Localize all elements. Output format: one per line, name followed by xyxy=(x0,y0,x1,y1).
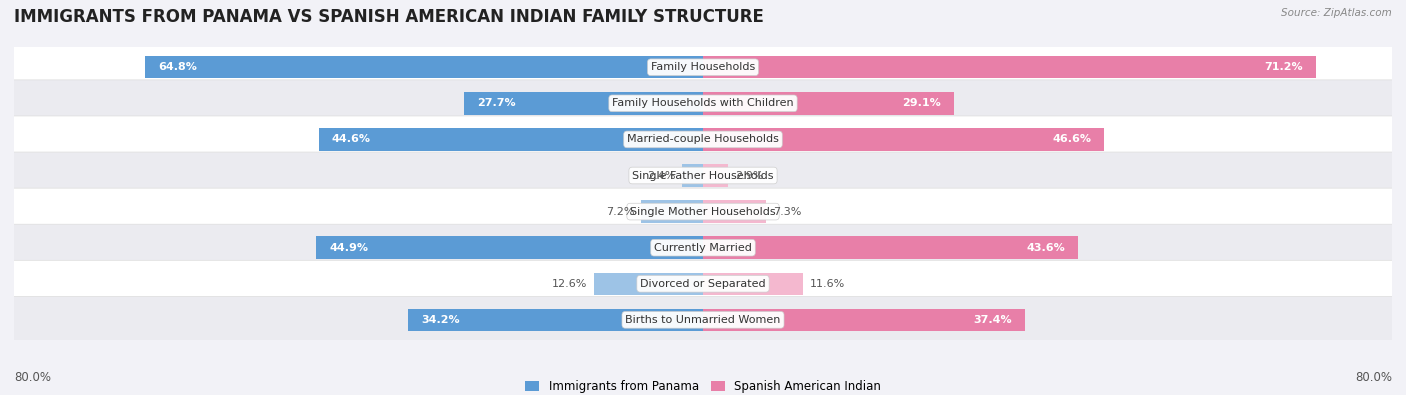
Bar xyxy=(703,237,1078,259)
FancyBboxPatch shape xyxy=(13,80,1393,127)
Text: 44.9%: 44.9% xyxy=(329,243,368,253)
Text: Single Father Households: Single Father Households xyxy=(633,171,773,181)
Text: Married-couple Households: Married-couple Households xyxy=(627,134,779,145)
Text: 7.2%: 7.2% xyxy=(606,207,634,216)
Text: 80.0%: 80.0% xyxy=(14,371,51,384)
Text: 7.3%: 7.3% xyxy=(773,207,801,216)
FancyBboxPatch shape xyxy=(13,152,1393,199)
Text: 44.6%: 44.6% xyxy=(332,134,371,145)
Text: 37.4%: 37.4% xyxy=(973,315,1012,325)
Text: Births to Unmarried Women: Births to Unmarried Women xyxy=(626,315,780,325)
Bar xyxy=(703,128,1104,150)
Bar xyxy=(703,164,728,187)
Text: 80.0%: 80.0% xyxy=(1355,371,1392,384)
FancyBboxPatch shape xyxy=(13,116,1393,163)
Bar xyxy=(703,56,1316,79)
Bar xyxy=(703,308,1025,331)
Bar xyxy=(703,273,803,295)
Bar xyxy=(703,200,766,223)
FancyBboxPatch shape xyxy=(13,224,1393,271)
Text: Currently Married: Currently Married xyxy=(654,243,752,253)
Text: Family Households with Children: Family Households with Children xyxy=(612,98,794,108)
Text: 2.9%: 2.9% xyxy=(735,171,763,181)
Bar xyxy=(464,92,703,115)
FancyBboxPatch shape xyxy=(13,188,1393,235)
Text: 34.2%: 34.2% xyxy=(422,315,460,325)
Text: 12.6%: 12.6% xyxy=(553,279,588,289)
Text: 71.2%: 71.2% xyxy=(1264,62,1303,72)
Bar xyxy=(641,200,703,223)
Bar xyxy=(319,128,703,150)
Text: 43.6%: 43.6% xyxy=(1026,243,1066,253)
Bar xyxy=(595,273,703,295)
Bar xyxy=(409,308,703,331)
Text: 11.6%: 11.6% xyxy=(810,279,845,289)
Text: Divorced or Separated: Divorced or Separated xyxy=(640,279,766,289)
FancyBboxPatch shape xyxy=(13,260,1393,307)
Text: IMMIGRANTS FROM PANAMA VS SPANISH AMERICAN INDIAN FAMILY STRUCTURE: IMMIGRANTS FROM PANAMA VS SPANISH AMERIC… xyxy=(14,8,763,26)
Text: Family Households: Family Households xyxy=(651,62,755,72)
Text: Source: ZipAtlas.com: Source: ZipAtlas.com xyxy=(1281,8,1392,18)
FancyBboxPatch shape xyxy=(13,44,1393,91)
Text: 29.1%: 29.1% xyxy=(901,98,941,108)
Bar xyxy=(703,92,953,115)
Bar xyxy=(316,237,703,259)
Bar xyxy=(145,56,703,79)
Bar xyxy=(682,164,703,187)
Text: 2.4%: 2.4% xyxy=(647,171,675,181)
Text: 64.8%: 64.8% xyxy=(157,62,197,72)
FancyBboxPatch shape xyxy=(13,296,1393,343)
Text: 46.6%: 46.6% xyxy=(1052,134,1091,145)
Legend: Immigrants from Panama, Spanish American Indian: Immigrants from Panama, Spanish American… xyxy=(520,376,886,395)
Text: Single Mother Households: Single Mother Households xyxy=(630,207,776,216)
Text: 27.7%: 27.7% xyxy=(478,98,516,108)
